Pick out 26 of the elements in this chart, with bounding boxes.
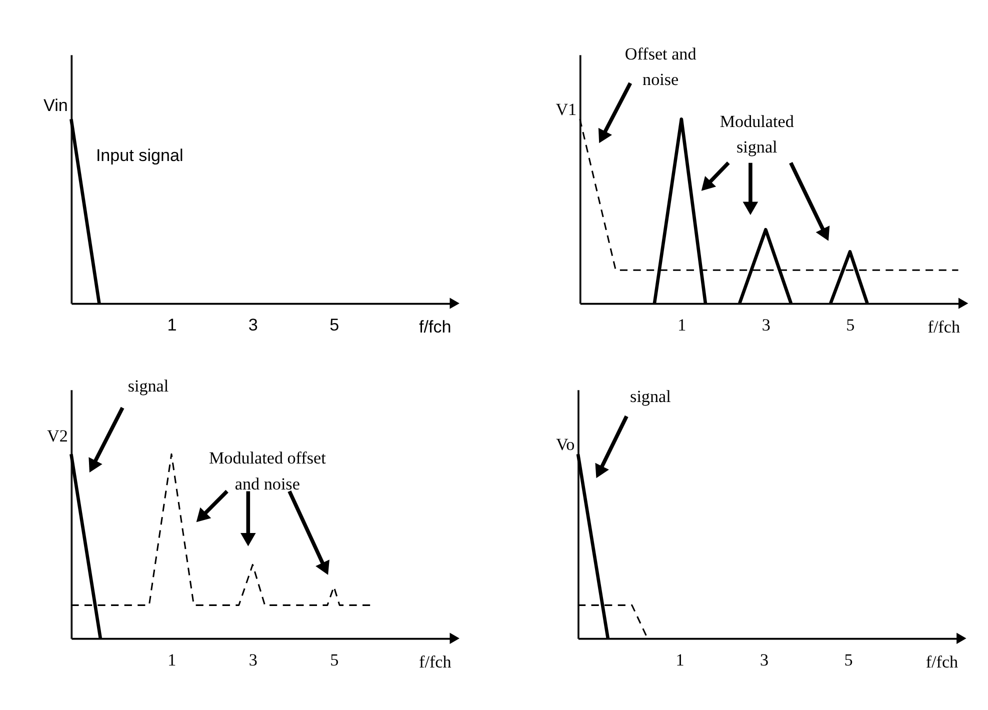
text: signal <box>128 376 169 396</box>
x-tick-label: 3 <box>760 650 769 670</box>
y-axis-title: V2 <box>46 426 68 446</box>
x-tick-label: 1 <box>676 650 684 670</box>
x-tick-label: 5 <box>330 650 339 670</box>
x-tick-label: 3 <box>248 650 258 670</box>
y-axis-title: V1 <box>556 100 577 119</box>
x-tick-label: 5 <box>846 315 855 334</box>
x-axis-title: f/fch <box>926 652 959 672</box>
annotation: Modulated signal <box>720 112 794 156</box>
x-tick-label: 5 <box>844 650 853 670</box>
y-axis-title: Vo <box>556 434 575 454</box>
text: Offset and noise <box>624 44 697 90</box>
x-tick-label: 1 <box>678 315 686 334</box>
text: signal <box>630 387 672 406</box>
x-tick-label: 3 <box>762 315 770 334</box>
annotation: Input signal <box>96 146 184 165</box>
x-axis-title: f/fch <box>419 317 452 336</box>
x-tick-label: 3 <box>248 315 258 334</box>
annotation: Modulated offset and noise <box>208 448 326 494</box>
x-axis-title: f/fch <box>928 317 960 336</box>
y-axis-title: Vin <box>43 96 68 116</box>
x-axis-title: f/fch <box>419 652 452 672</box>
x-tick-label: 1 <box>167 315 177 334</box>
x-tick-label: 5 <box>330 315 340 334</box>
x-tick-label: 1 <box>168 650 176 670</box>
